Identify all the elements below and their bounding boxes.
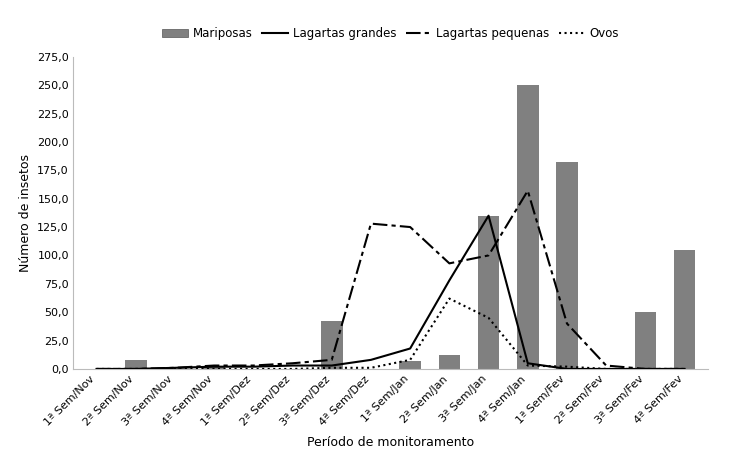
Lagartas pequenas — [602, 363, 610, 368]
Lagartas pequenas — [249, 363, 258, 368]
Bar — [125, 360, 147, 369]
Lagartas pequenas — [680, 366, 689, 372]
Bar — [556, 162, 577, 369]
Lagartas grandes — [327, 363, 336, 368]
Lagartas pequenas — [484, 253, 493, 258]
Bar — [477, 216, 499, 369]
Ovos — [366, 365, 375, 371]
Ovos — [249, 366, 258, 372]
Lagartas pequenas — [406, 224, 415, 230]
Lagartas grandes — [210, 364, 218, 369]
Lagartas pequenas — [131, 366, 140, 372]
Lagartas grandes — [406, 346, 415, 351]
Lagartas pequenas — [641, 366, 650, 372]
Lagartas pequenas — [327, 357, 336, 363]
Lagartas grandes — [366, 357, 375, 363]
Lagartas pequenas — [445, 261, 454, 266]
Ovos — [171, 366, 180, 372]
Lagartas grandes — [288, 363, 297, 368]
Lagartas pequenas — [523, 188, 532, 193]
Line: Lagartas pequenas: Lagartas pequenas — [96, 191, 685, 369]
Lagartas grandes — [641, 366, 650, 372]
Bar — [634, 312, 656, 369]
Bar — [439, 355, 460, 369]
Ovos — [523, 363, 532, 368]
Ovos — [406, 357, 415, 363]
Bar — [674, 250, 696, 369]
Legend: Mariposas, Lagartas grandes, Lagartas pequenas, Ovos: Mariposas, Lagartas grandes, Lagartas pe… — [157, 22, 624, 44]
Lagartas pequenas — [366, 221, 375, 227]
Ovos — [484, 315, 493, 321]
Lagartas grandes — [484, 213, 493, 219]
Lagartas pequenas — [210, 363, 218, 368]
Ovos — [602, 366, 610, 372]
Lagartas grandes — [602, 366, 610, 372]
Lagartas grandes — [131, 366, 140, 372]
X-axis label: Período de monitoramento: Período de monitoramento — [307, 436, 474, 449]
Ovos — [327, 365, 336, 371]
Lagartas pequenas — [171, 365, 180, 371]
Lagartas grandes — [171, 365, 180, 371]
Ovos — [680, 366, 689, 372]
Lagartas grandes — [92, 366, 101, 372]
Ovos — [131, 366, 140, 372]
Lagartas grandes — [445, 278, 454, 283]
Line: Ovos: Ovos — [96, 298, 685, 369]
Lagartas grandes — [563, 366, 572, 372]
Ovos — [445, 296, 454, 301]
Bar — [399, 361, 421, 369]
Lagartas pequenas — [92, 366, 101, 372]
Ovos — [210, 366, 218, 372]
Ovos — [288, 366, 297, 372]
Lagartas pequenas — [288, 360, 297, 366]
Lagartas pequenas — [563, 321, 572, 326]
Bar — [204, 366, 225, 369]
Y-axis label: Número de insetos: Número de insetos — [18, 154, 31, 272]
Lagartas grandes — [523, 360, 532, 366]
Ovos — [92, 366, 101, 372]
Lagartas grandes — [680, 366, 689, 372]
Line: Lagartas grandes: Lagartas grandes — [96, 216, 685, 369]
Ovos — [641, 366, 650, 372]
Bar — [321, 321, 342, 369]
Ovos — [563, 364, 572, 369]
Bar — [517, 85, 539, 369]
Lagartas grandes — [249, 364, 258, 369]
